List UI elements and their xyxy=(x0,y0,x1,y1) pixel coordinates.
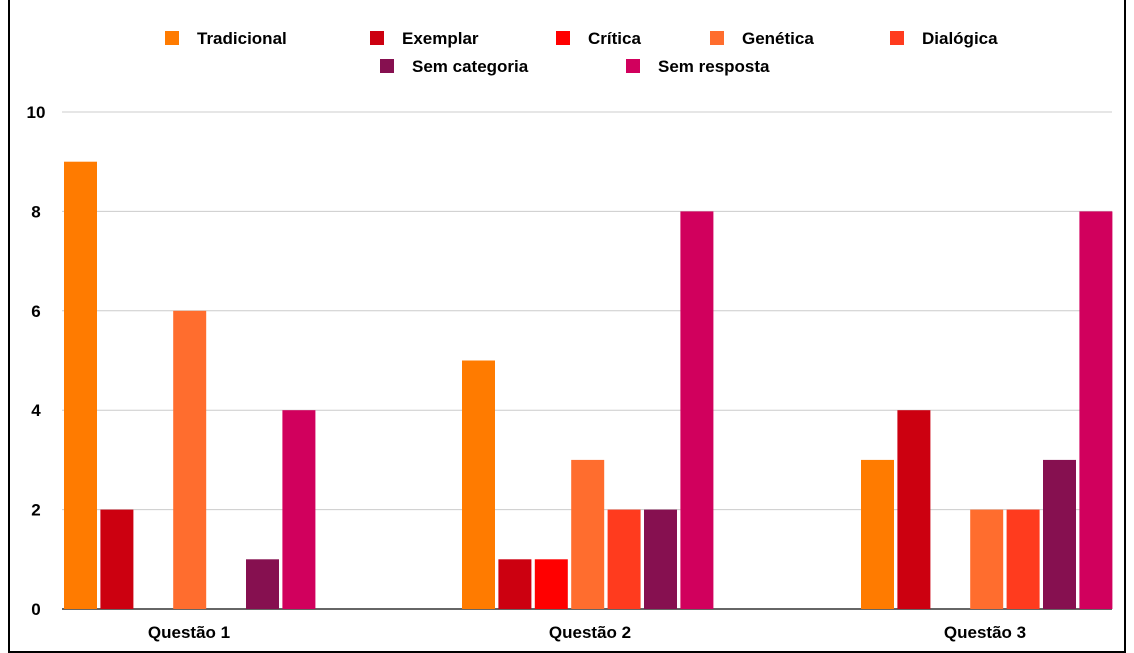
bar-4-1 xyxy=(173,310,207,609)
bar-2-2 xyxy=(498,559,532,609)
bar-4-3 xyxy=(970,509,1004,609)
bar-2-3 xyxy=(897,410,931,609)
bar-4-2 xyxy=(571,459,605,609)
bar-7-1 xyxy=(282,410,316,609)
legend-swatch xyxy=(890,31,904,45)
bar-1-1 xyxy=(64,161,97,609)
legend-swatch xyxy=(556,31,570,45)
bar-3-2 xyxy=(534,559,568,609)
chart-frame xyxy=(8,0,1126,653)
legend-swatch xyxy=(380,59,394,73)
y-tick-label: 10 xyxy=(27,103,46,122)
bar-6-3 xyxy=(1043,459,1076,609)
bar-7-3 xyxy=(1079,211,1113,609)
legend-label: Tradicional xyxy=(197,29,287,48)
bars xyxy=(64,161,1113,609)
legend-label: Crítica xyxy=(588,29,641,48)
y-tick-label: 0 xyxy=(31,600,40,619)
legend-label: Genética xyxy=(742,29,814,48)
bar-6-1 xyxy=(246,559,279,609)
category-label: Questão 2 xyxy=(549,623,631,642)
legend-label: Sem resposta xyxy=(658,57,770,76)
bar-1-2 xyxy=(462,360,495,609)
x-axis-labels: Questão 1 Questão 2 Questão 3 xyxy=(148,623,1026,642)
legend-label: Sem categoria xyxy=(412,57,529,76)
legend-label: Exemplar xyxy=(402,29,479,48)
y-tick-label: 8 xyxy=(31,202,40,221)
y-tick-label: 6 xyxy=(31,302,40,321)
legend-swatch xyxy=(370,31,384,45)
legend-swatch xyxy=(626,59,640,73)
bar-1-3 xyxy=(861,459,894,609)
legend-swatch xyxy=(710,31,724,45)
y-axis-ticks: 0 2 4 6 8 10 xyxy=(27,103,46,619)
legend-label: Dialógica xyxy=(922,29,998,48)
y-tick-label: 2 xyxy=(31,501,40,520)
bar-5-3 xyxy=(1006,509,1040,609)
y-tick-label: 4 xyxy=(31,401,41,420)
bar-5-2 xyxy=(607,509,641,609)
bar-7-2 xyxy=(680,211,714,609)
category-label: Questão 3 xyxy=(944,623,1026,642)
legend-swatch xyxy=(165,31,179,45)
legend: Tradicional Exemplar Crítica Genética Dialóg… xyxy=(165,29,998,76)
category-label: Questão 1 xyxy=(148,623,230,642)
bar-2-1 xyxy=(100,509,134,609)
bar-6-2 xyxy=(644,509,677,609)
